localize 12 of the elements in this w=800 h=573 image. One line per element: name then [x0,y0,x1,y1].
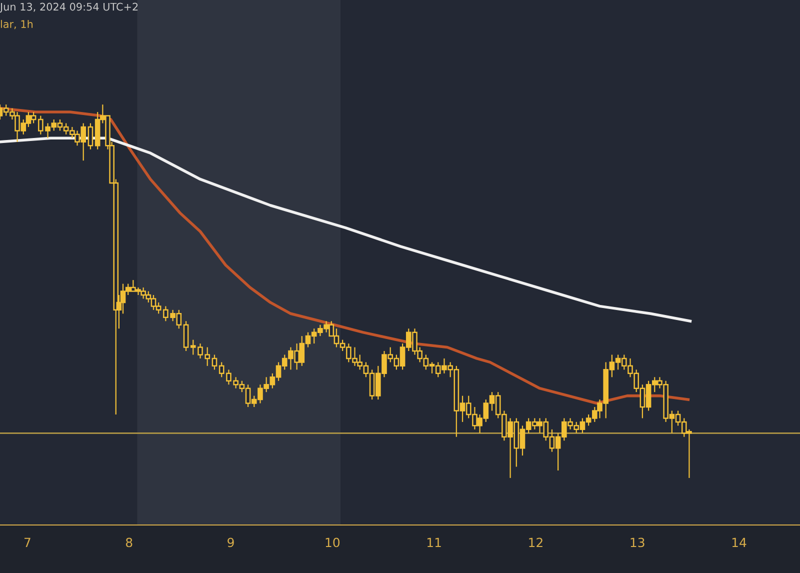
x-tick-label: 11 [427,538,441,547]
candlestick [183,320,189,352]
x-tick-label: 13 [630,538,644,548]
x-tick-label: 8 [126,538,132,548]
x-tick-label: 9 [228,538,234,548]
candlestick [212,354,218,370]
x-tick-label: 7 [24,538,30,547]
text: lar, 1h [0,20,33,30]
x-tick-label: 10 [326,538,340,548]
x-tick-label: 14 [732,538,746,547]
candlestick [88,122,94,150]
x-tick-label: 12 [529,538,542,547]
